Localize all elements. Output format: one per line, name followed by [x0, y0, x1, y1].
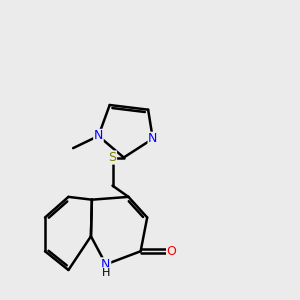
Text: S: S [109, 151, 116, 164]
Text: O: O [167, 245, 176, 258]
Text: N: N [148, 132, 158, 145]
Text: N: N [94, 129, 103, 142]
Text: H: H [102, 268, 110, 278]
Text: N: N [101, 258, 111, 271]
